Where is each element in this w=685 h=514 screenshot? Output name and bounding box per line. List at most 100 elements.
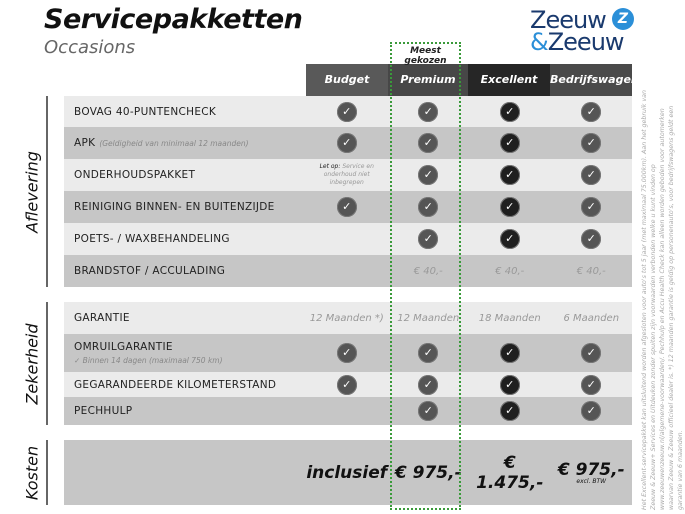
- check-cell: ✓: [551, 197, 633, 217]
- value-cell: € 40,-: [495, 265, 525, 277]
- row-sublabel: (Geldigheid van minimaal 12 maanden): [99, 139, 249, 148]
- row-label-text: REINIGING BINNEN- EN BUITENZIJDE: [74, 201, 275, 213]
- check-cell: ✓: [306, 133, 388, 153]
- check-cell: ✓: [551, 374, 633, 395]
- column-header-premium: Premium: [388, 64, 468, 96]
- check-icon: ✓: [418, 374, 439, 395]
- check-cell: ✓: [469, 374, 551, 395]
- check-cell: ✓: [469, 165, 551, 185]
- check-cell: ✓: [306, 343, 388, 363]
- check-icon: ✓: [499, 229, 520, 249]
- row-label-text: ONDERHOUDSPAKKET: [74, 169, 196, 181]
- check-cell: ✓: [469, 101, 551, 122]
- row-label: OMRUILGARANTIE ✓ Binnen 14 dagen (maximaa…: [64, 341, 306, 365]
- section-aflevering: Aflevering: [18, 96, 48, 287]
- check-icon: ✓: [499, 374, 520, 395]
- section-kosten: Kosten: [18, 440, 48, 505]
- section-label: Zekerheid: [22, 322, 42, 405]
- check-icon: ✓: [499, 133, 520, 153]
- row-label-text: OMRUILGARANTIE: [74, 341, 173, 353]
- table-row: inclusief € 975,- € 1.475,- € 975,- excl. BT…: [64, 440, 632, 505]
- row-label: REINIGING BINNEN- EN BUITENZIJDE: [64, 201, 306, 213]
- check-cell: ✓: [388, 374, 470, 395]
- check-icon: ✓: [418, 133, 439, 153]
- footnote: Het Excellent-servicepakket kan uitsluit…: [641, 90, 684, 510]
- table-row: BRANDSTOF / ACCULADING € 40,- € 40,- € 40,-: [64, 255, 632, 287]
- check-cell: ✓: [388, 165, 470, 185]
- check-icon: ✓: [499, 101, 520, 122]
- check-icon: ✓: [581, 133, 602, 153]
- row-label: PECHHULP: [64, 405, 306, 417]
- section-zekerheid: Zekerheid: [18, 302, 48, 425]
- check-icon: ✓: [418, 101, 439, 122]
- table-row: PECHHULP ✓ ✓ ✓: [64, 397, 632, 425]
- check-icon: ✓: [581, 197, 602, 217]
- most-chosen-label: Meest gekozen: [404, 46, 447, 66]
- check-icon: ✓: [336, 374, 357, 395]
- check-cell: ✓: [551, 401, 633, 421]
- value-cell: 6 Maanden: [563, 312, 620, 324]
- value-cell: 18 Maanden: [478, 312, 541, 324]
- table-row: OMRUILGARANTIE ✓ Binnen 14 dagen (maximaa…: [64, 334, 632, 372]
- table-row: ONDERHOUDSPAKKET Let op: Service en onder…: [64, 159, 632, 191]
- check-icon: ✓: [499, 401, 520, 421]
- check-icon: ✓: [418, 343, 439, 363]
- check-cell: ✓: [306, 374, 388, 395]
- row-label-text: POETS- / WAXBEHANDELING: [74, 233, 230, 245]
- check-cell: ✓: [306, 197, 388, 217]
- check-icon: ✓: [581, 101, 602, 122]
- price-value: € 975,-: [557, 460, 625, 480]
- row-label-text: PECHHULP: [74, 405, 133, 417]
- check-cell: ✓: [388, 343, 470, 363]
- check-cell: ✓: [551, 101, 633, 122]
- check-icon: ✓: [336, 101, 357, 122]
- page-title: Servicepakketten: [44, 4, 303, 35]
- check-icon: ✓: [581, 229, 602, 249]
- row-label-text: GEGARANDEERDE KILOMETERSTAND: [74, 378, 277, 391]
- check-icon: ✓: [418, 229, 439, 249]
- row-label-text: BOVAG 40-PUNTENCHECK: [74, 105, 217, 118]
- row-label-text: APK: [74, 137, 96, 149]
- check-icon: ✓: [336, 343, 357, 363]
- check-cell: ✓: [388, 101, 470, 122]
- table-row: REINIGING BINNEN- EN BUITENZIJDE ✓ ✓ ✓ ✓: [64, 191, 632, 223]
- price-note: excl. BTW: [576, 478, 607, 485]
- note-cell: Let op: Service en onderhoud niet inbegr…: [306, 163, 388, 187]
- check-cell: ✓: [388, 133, 470, 153]
- check-cell: ✓: [388, 197, 470, 217]
- price-value: inclusief: [306, 462, 388, 483]
- price-cell: € 975,-: [388, 463, 470, 483]
- value-cell: 12 Maanden: [397, 312, 460, 324]
- check-cell: ✓: [551, 343, 633, 363]
- price-value: € 1.475,-: [476, 452, 544, 493]
- check-icon: ✓: [499, 197, 520, 217]
- check-icon: ✓: [581, 165, 602, 185]
- check-icon: ✓: [336, 197, 357, 217]
- row-label: POETS- / WAXBEHANDELING: [64, 233, 306, 245]
- check-cell: ✓: [551, 165, 633, 185]
- section-label: Kosten: [22, 445, 42, 500]
- table-row: GEGARANDEERDE KILOMETERSTAND ✓ ✓ ✓ ✓: [64, 372, 632, 397]
- section-label: Aflevering: [22, 150, 42, 233]
- price-cell: inclusief: [306, 463, 388, 483]
- row-label: GARANTIE: [64, 312, 306, 324]
- check-icon: ✓: [336, 133, 357, 153]
- row-label-text: GARANTIE: [74, 312, 130, 324]
- value-cell: € 40,-: [576, 265, 606, 277]
- row-label: BRANDSTOF / ACCULADING: [64, 265, 306, 277]
- row-label: BOVAG 40-PUNTENCHECK: [64, 106, 306, 118]
- logo-z-icon: Z: [612, 8, 634, 30]
- check-icon: ✓: [418, 165, 439, 185]
- check-cell: ✓: [388, 401, 470, 421]
- value-cell: 12 Maanden *): [309, 312, 384, 324]
- price-value: € 975,-: [394, 462, 462, 483]
- check-icon: ✓: [581, 343, 602, 363]
- check-icon: ✓: [418, 401, 439, 421]
- check-cell: ✓: [388, 229, 470, 249]
- check-icon: ✓: [418, 197, 439, 217]
- column-header-excellent: Excellent: [468, 64, 550, 96]
- check-cell: ✓: [306, 101, 388, 122]
- note-bold: Let op:: [319, 163, 341, 170]
- check-icon: ✓: [581, 401, 602, 421]
- note-text: Service en onderhoud niet inbegrepen: [323, 163, 374, 186]
